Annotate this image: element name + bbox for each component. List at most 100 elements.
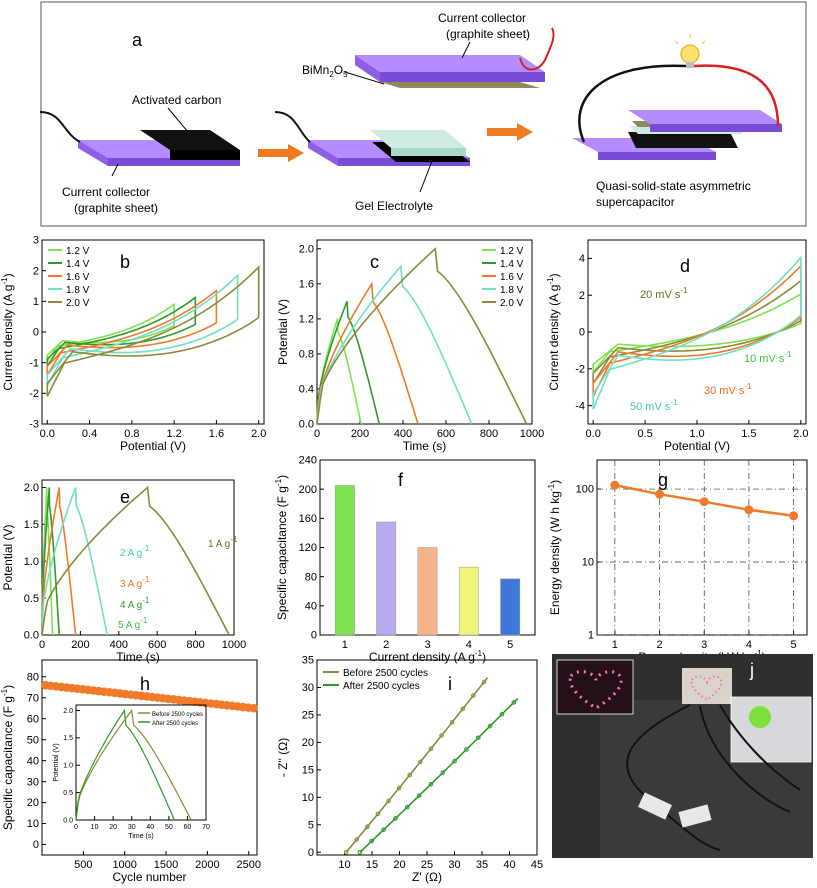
data-point: [396, 785, 402, 791]
gel-label: Gel Electrolyte: [355, 199, 433, 213]
y-tick-label: 20: [302, 737, 314, 749]
y-tick-label: 120: [299, 542, 317, 554]
panel-letter: g: [658, 470, 668, 490]
y-tick-label: 0: [33, 839, 39, 851]
data-point: [357, 849, 363, 855]
chart-panel-e: 0 200 400 600 800 1000 0.0 0.5 1.0 1.5 2.0 Time (s)…: [1, 479, 246, 664]
collector-bottom-label-2: (graphite sheet): [74, 201, 158, 215]
x-tick-label: 1000: [112, 859, 136, 871]
device-top-sheet: [628, 110, 782, 132]
x-tick-label: 1.6: [209, 428, 224, 440]
x-tick-label: 1.2: [166, 428, 181, 440]
collector-top-label-2: (graphite sheet): [446, 27, 530, 41]
y-tick-label: 20: [27, 797, 39, 809]
y-axis-label: Specific capacitance (F g-1): [0, 685, 15, 830]
data-point: [418, 759, 423, 765]
x-tick-label: 2000: [195, 859, 219, 871]
panel-a-letter: a: [132, 30, 143, 50]
cv-curve: [592, 263, 802, 397]
x-tick-label: 20: [109, 824, 117, 831]
collector-top-label: Current collector: [438, 11, 526, 25]
chart-panel-c: 0 200 400 600 800 1000 0.0 0.4 0.8 1.2 1.6 2.0 Time …: [276, 239, 544, 453]
data-point: [404, 804, 410, 810]
y-tick-label: 1.0: [63, 763, 73, 770]
y-tick-label: 1.0: [24, 556, 39, 568]
x-axis-label: Z' (Ω): [412, 870, 442, 884]
legend-label: Before 2500 cycles: [343, 668, 428, 679]
y-tick-label: 4: [579, 253, 585, 265]
y-axis-label: Energy density (W h kg-1): [547, 480, 562, 615]
legend-label: Before 2500 cycles: [152, 712, 203, 718]
x-axis-label: Time (s): [116, 650, 160, 664]
x-tick-label: 10: [338, 859, 350, 871]
process-arrow-1: [258, 144, 304, 162]
curve-annotation: 50 mV s-1: [630, 398, 678, 413]
gel-pointer: [419, 155, 435, 193]
x-tick-label: 1: [612, 639, 618, 651]
legend-label: 1.2 V: [66, 246, 90, 257]
x-tick-label: 4: [466, 639, 472, 651]
x-tick-label: 1000: [222, 639, 246, 651]
y-tick-label: 1.2: [299, 314, 314, 326]
panel-letter: b: [120, 252, 130, 272]
y-tick-label: 0.0: [299, 419, 314, 431]
x-tick-label: 200: [351, 428, 369, 440]
y-tick-label: 80: [27, 671, 39, 683]
data-point: [744, 505, 754, 515]
gcd-curve: [41, 487, 54, 636]
y-tick-label: 160: [299, 513, 317, 525]
data-point: [471, 693, 476, 698]
y-tick-label: 2.0: [24, 482, 39, 494]
bimn-label: BiMn2O5: [302, 63, 348, 79]
inset-gcd-curve: [75, 708, 175, 821]
cv-curve: [46, 265, 260, 397]
y-tick-label: 15: [302, 765, 314, 777]
inset-chart: 0 10 20 30 40 50 60 70 0.0 0.5 1.0 1.5 2.0 Time (s) Po…: [53, 704, 210, 840]
x-tick-label: 45: [531, 859, 543, 871]
y-tick-label: 0.8: [299, 349, 314, 361]
chart-panel-h: 500 1000 1500 2000 250001020304050607080Cycl…: [0, 659, 261, 884]
y-tick-label: 0: [308, 847, 314, 859]
y-tick-label: -2: [29, 388, 39, 400]
chart-panel-b: 0.0 0.4 0.8 1.2 1.6 2.0 -3 -2 -1 0 1 2 3 Potential (V…: [0, 235, 266, 453]
x-tick-label: 60: [184, 824, 192, 831]
data-point: [249, 703, 258, 713]
x-tick-label: 0: [39, 639, 45, 651]
bimn-layer: [380, 82, 540, 88]
panel-letter: h: [140, 674, 150, 694]
x-tick-label: 1500: [154, 859, 178, 871]
y-tick-label: 0.5: [24, 593, 39, 605]
device-label-1: Quasi-solid-state asymmetric: [596, 179, 751, 193]
panel-letter: f: [398, 470, 404, 490]
panel-letter: c: [370, 252, 379, 272]
y-tick-label: 0: [579, 327, 585, 339]
x-tick-label: 35: [476, 859, 488, 871]
x-tick-label: 0: [74, 824, 78, 831]
carbon-pointer: [167, 107, 189, 133]
x-tick-label: 50: [165, 824, 173, 831]
y-axis-label: Specific capacitance (F g-1): [274, 475, 289, 620]
photo-device-1: [638, 792, 672, 820]
x-tick-label: 0.0: [40, 428, 55, 440]
x-axis-label: Time (s): [128, 833, 153, 840]
x-tick-label: 3: [424, 639, 430, 651]
cv-curve: [592, 279, 802, 384]
gcd-curve: [41, 485, 230, 636]
data-point: [481, 679, 487, 685]
collector-top-pointer: [461, 41, 471, 59]
legend-label: 1.6 V: [66, 272, 90, 283]
bar: [417, 547, 438, 636]
plot-frame: [316, 239, 533, 425]
x-tick-label: 70: [202, 824, 210, 831]
data-point: [386, 798, 391, 804]
data-point: [440, 770, 446, 775]
data-point: [464, 747, 469, 752]
nyquist-line: [359, 697, 519, 853]
cv-curve: [592, 255, 802, 410]
legend-label: 1.2 V: [500, 246, 524, 257]
left-wire: [39, 111, 81, 143]
bar: [376, 521, 397, 636]
y-tick-label: 2: [579, 290, 585, 302]
plot-frame: [41, 659, 258, 856]
x-tick-label: 0.4: [82, 428, 97, 440]
